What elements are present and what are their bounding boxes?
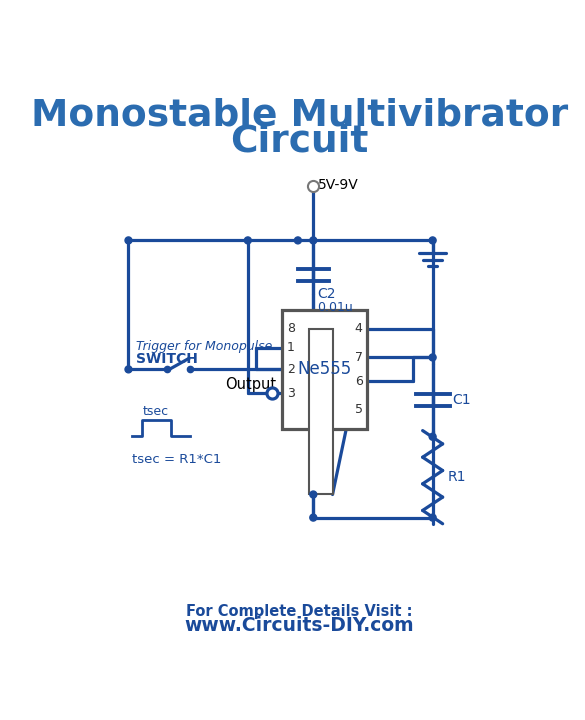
Text: 8: 8 bbox=[287, 323, 295, 336]
Circle shape bbox=[310, 491, 316, 498]
Text: tsec: tsec bbox=[143, 405, 169, 418]
Circle shape bbox=[429, 354, 436, 361]
Text: tsec = R1*C1: tsec = R1*C1 bbox=[132, 453, 222, 466]
Text: 0.01u: 0.01u bbox=[317, 301, 353, 314]
Text: SWITCH: SWITCH bbox=[136, 351, 198, 366]
Text: 2: 2 bbox=[287, 363, 295, 376]
Circle shape bbox=[429, 514, 436, 521]
Text: Ne555: Ne555 bbox=[298, 361, 352, 379]
Text: R1: R1 bbox=[448, 470, 467, 484]
Text: Trigger for Monopulse: Trigger for Monopulse bbox=[136, 340, 273, 353]
Text: Circuit: Circuit bbox=[230, 124, 369, 160]
Circle shape bbox=[245, 237, 252, 244]
Text: For Complete Details Visit :: For Complete Details Visit : bbox=[186, 604, 412, 619]
Text: 5: 5 bbox=[355, 403, 363, 416]
Circle shape bbox=[294, 237, 301, 244]
Text: C1: C1 bbox=[453, 393, 472, 408]
Text: 3: 3 bbox=[287, 387, 295, 400]
Circle shape bbox=[125, 237, 132, 244]
Text: 1: 1 bbox=[287, 341, 295, 354]
Text: Output: Output bbox=[225, 377, 277, 392]
Text: 7: 7 bbox=[355, 351, 363, 364]
Text: 4: 4 bbox=[355, 323, 363, 336]
Text: C2: C2 bbox=[317, 287, 336, 301]
Bar bbox=[309, 329, 332, 495]
Circle shape bbox=[429, 433, 436, 440]
Text: 5V-9V: 5V-9V bbox=[318, 178, 359, 192]
Bar bbox=[283, 310, 367, 429]
Text: 6: 6 bbox=[355, 375, 363, 388]
Text: www.Circuits-DIY.com: www.Circuits-DIY.com bbox=[185, 616, 414, 635]
Circle shape bbox=[310, 237, 316, 244]
Circle shape bbox=[310, 514, 316, 521]
Circle shape bbox=[125, 366, 132, 373]
Circle shape bbox=[429, 237, 436, 244]
Text: Monostable Multivibrator: Monostable Multivibrator bbox=[31, 98, 568, 134]
